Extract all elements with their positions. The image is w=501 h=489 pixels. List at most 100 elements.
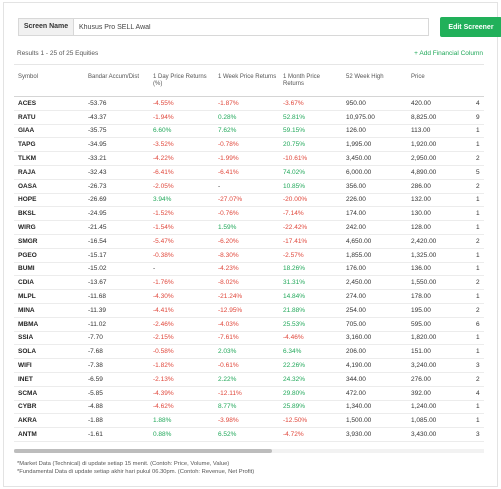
screen-name-input[interactable]: [74, 18, 429, 36]
cell-extra: 3: [472, 358, 484, 373]
cell-bandar: -1.61: [84, 427, 149, 442]
table-row[interactable]: SOLA -7.68 -0.58% 2.03% 6.34% 206.00 151.00 1: [14, 344, 484, 360]
col-header-1day[interactable]: 1 Day Price Returns (%): [149, 72, 214, 97]
cell-bandar: -24.95: [84, 206, 149, 222]
table-row[interactable]: TAPG -34.95 -3.52% -0.78% 20.75% 1,995.00 1,92…: [14, 137, 484, 153]
cell-symbol: MLPL: [14, 289, 84, 304]
horizontal-scrollbar[interactable]: [14, 449, 484, 453]
cell-symbol: ANTM: [14, 427, 84, 442]
cell-52wk-high: 1,855.00: [342, 248, 407, 263]
cell-bandar: -26.73: [84, 179, 149, 194]
table-row[interactable]: ACES -53.76 -4.55% -1.87% -3.67% 950.00 420.00…: [14, 96, 484, 111]
table-row[interactable]: SSIA -7.70 -2.15% -7.61% -4.46% 3,160.00 1,820…: [14, 331, 484, 346]
cell-1day: -1.54%: [149, 220, 214, 235]
cell-1day: -2.05%: [149, 179, 214, 194]
col-header-symbol[interactable]: Symbol: [14, 72, 84, 97]
cell-extra: 9: [472, 110, 484, 125]
cell-bandar: -33.21: [84, 151, 149, 166]
cell-symbol: GIAA: [14, 124, 84, 139]
table-row[interactable]: ANTM -1.61 0.88% 6.52% -4.72% 3,930.00 3,430.0…: [14, 427, 484, 442]
cell-symbol: SMGR: [14, 234, 84, 249]
results-table-container[interactable]: Symbol Bandar Accum/Dist 1 Day Price Ret…: [14, 72, 484, 447]
cell-1month: 10.85%: [279, 179, 342, 194]
table-row[interactable]: MLPL -11.68 -4.30% -21.24% 14.84% 274.00 178.0…: [14, 289, 484, 304]
cell-1week: 6.52%: [214, 427, 279, 442]
table-row[interactable]: SCMA -5.85 -4.39% -12.11% 29.80% 472.00 392.00…: [14, 386, 484, 401]
cell-1week: -4.03%: [214, 317, 279, 332]
table-row[interactable]: CYBR -4.88 -4.62% 8.77% 25.89% 1,340.00 1,240.…: [14, 400, 484, 415]
cell-52wk-high: 226.00: [342, 193, 407, 208]
cell-52wk-high: 3,160.00: [342, 331, 407, 346]
table-row[interactable]: PGEO -15.17 -0.38% -8.30% -2.57% 1,855.00 1,32…: [14, 248, 484, 263]
cell-symbol: BUMI: [14, 262, 84, 277]
cell-price: 136.00: [407, 262, 472, 277]
cell-bandar: -21.45: [84, 220, 149, 235]
cell-52wk-high: 206.00: [342, 344, 407, 360]
market-data-note: *Market Data (Technical) di update setia…: [17, 461, 230, 467]
cell-1day: -2.46%: [149, 317, 214, 332]
cell-1month: 25.89%: [279, 400, 342, 415]
cell-price: 1,085.00: [407, 413, 472, 429]
fundamental-data-note: *Fundamental Data di update setiap akhir…: [17, 469, 255, 475]
table-row[interactable]: WIFI -7.38 -1.82% -0.61% 22.26% 4,190.00 3,240…: [14, 358, 484, 373]
table-row[interactable]: RAJA -32.43 -6.41% -6.41% 74.02% 6,000.00 4,89…: [14, 165, 484, 180]
cell-price: 392.00: [407, 386, 472, 401]
table-row[interactable]: OASA -26.73 -2.05% -10.85% 356.00 286.00 2: [14, 179, 484, 194]
table-row[interactable]: HOPE -26.69 3.94% -27.07% -20.00% 226.00 132.0…: [14, 193, 484, 208]
cell-bandar: -5.85: [84, 386, 149, 401]
cell-1month: 59.15%: [279, 124, 342, 139]
table-row[interactable]: INET -6.59 -2.13% 2.22% 24.32% 344.00 276.00 2: [14, 372, 484, 387]
cell-symbol: HOPE: [14, 193, 84, 208]
table-row[interactable]: WIRG -21.45 -1.54% 1.59% -22.42% 242.00 128.00…: [14, 220, 484, 235]
cell-extra: 4: [472, 386, 484, 401]
edit-screener-button[interactable]: Edit Screener: [440, 17, 501, 37]
table-row[interactable]: AKRA -1.88 1.88% -3.98% -12.50% 1,500.00 1,085…: [14, 413, 484, 429]
col-header-52wk-high[interactable]: 52 Week High: [342, 72, 407, 97]
cell-extra: 1: [472, 137, 484, 153]
cell-extra: 1: [472, 413, 484, 429]
cell-extra: 4: [472, 96, 484, 111]
add-financial-column-link[interactable]: + Add Financial Column: [414, 50, 483, 57]
cell-price: 8,825.00: [407, 110, 472, 125]
results-table: Symbol Bandar Accum/Dist 1 Day Price Ret…: [14, 72, 484, 442]
cell-symbol: WIRG: [14, 220, 84, 235]
table-row[interactable]: CDIA -13.67 -1.76% -8.02% 31.31% 2,450.00 1,55…: [14, 275, 484, 291]
cell-symbol: OASA: [14, 179, 84, 194]
cell-extra: 6: [472, 317, 484, 332]
col-header-extra[interactable]: [472, 72, 484, 97]
cell-extra: 1: [472, 248, 484, 263]
cell-1month: 74.02%: [279, 165, 342, 180]
cell-symbol: TLKM: [14, 151, 84, 166]
cell-extra: 1: [472, 331, 484, 346]
col-header-bandar[interactable]: Bandar Accum/Dist: [84, 72, 149, 97]
table-row[interactable]: BKSL -24.95 -1.52% -0.76% -7.14% 174.00 130.00…: [14, 206, 484, 222]
table-row[interactable]: SMGR -16.54 -5.47% -6.20% -17.41% 4,650.00 2,4…: [14, 234, 484, 249]
cell-extra: 2: [472, 303, 484, 318]
cell-bandar: -7.38: [84, 358, 149, 373]
cell-1week: -8.30%: [214, 248, 279, 263]
cell-52wk-high: 4,650.00: [342, 234, 407, 249]
col-header-1week[interactable]: 1 Week Price Returns: [214, 72, 279, 97]
cell-price: 113.00: [407, 124, 472, 139]
cell-price: 1,920.00: [407, 137, 472, 153]
cell-extra: 1: [472, 206, 484, 222]
table-row[interactable]: BUMI -15.02- -4.23% 18.26% 176.00 136.00 1: [14, 262, 484, 277]
table-row[interactable]: TLKM -33.21 -4.22% -1.99% -10.61% 3,450.00 2,9…: [14, 151, 484, 166]
col-header-price[interactable]: Price: [407, 72, 472, 97]
cell-symbol: AKRA: [14, 413, 84, 429]
cell-1month: -22.42%: [279, 220, 342, 235]
cell-symbol: INET: [14, 372, 84, 387]
divider: [14, 64, 484, 65]
cell-1week: -21.24%: [214, 289, 279, 304]
cell-52wk-high: 242.00: [342, 220, 407, 235]
cell-bandar: -1.88: [84, 413, 149, 429]
scrollbar-thumb[interactable]: [14, 449, 272, 453]
table-row[interactable]: MBMA -11.02 -2.46% -4.03% 25.53% 705.00 595.00…: [14, 317, 484, 332]
table-row[interactable]: GIAA -35.75 6.60% 7.62% 59.15% 126.00 113.00 1: [14, 124, 484, 139]
cell-bandar: -16.54: [84, 234, 149, 249]
col-header-1month[interactable]: 1 Month Price Returns: [279, 72, 342, 97]
cell-price: 195.00: [407, 303, 472, 318]
cell-1day: -4.62%: [149, 400, 214, 415]
table-row[interactable]: MINA -11.39 -4.41% -12.95% 21.88% 254.00 195.0…: [14, 303, 484, 318]
table-row[interactable]: RATU -43.37 -1.94% 0.28% 52.81% 10,975.00 8,82…: [14, 110, 484, 125]
